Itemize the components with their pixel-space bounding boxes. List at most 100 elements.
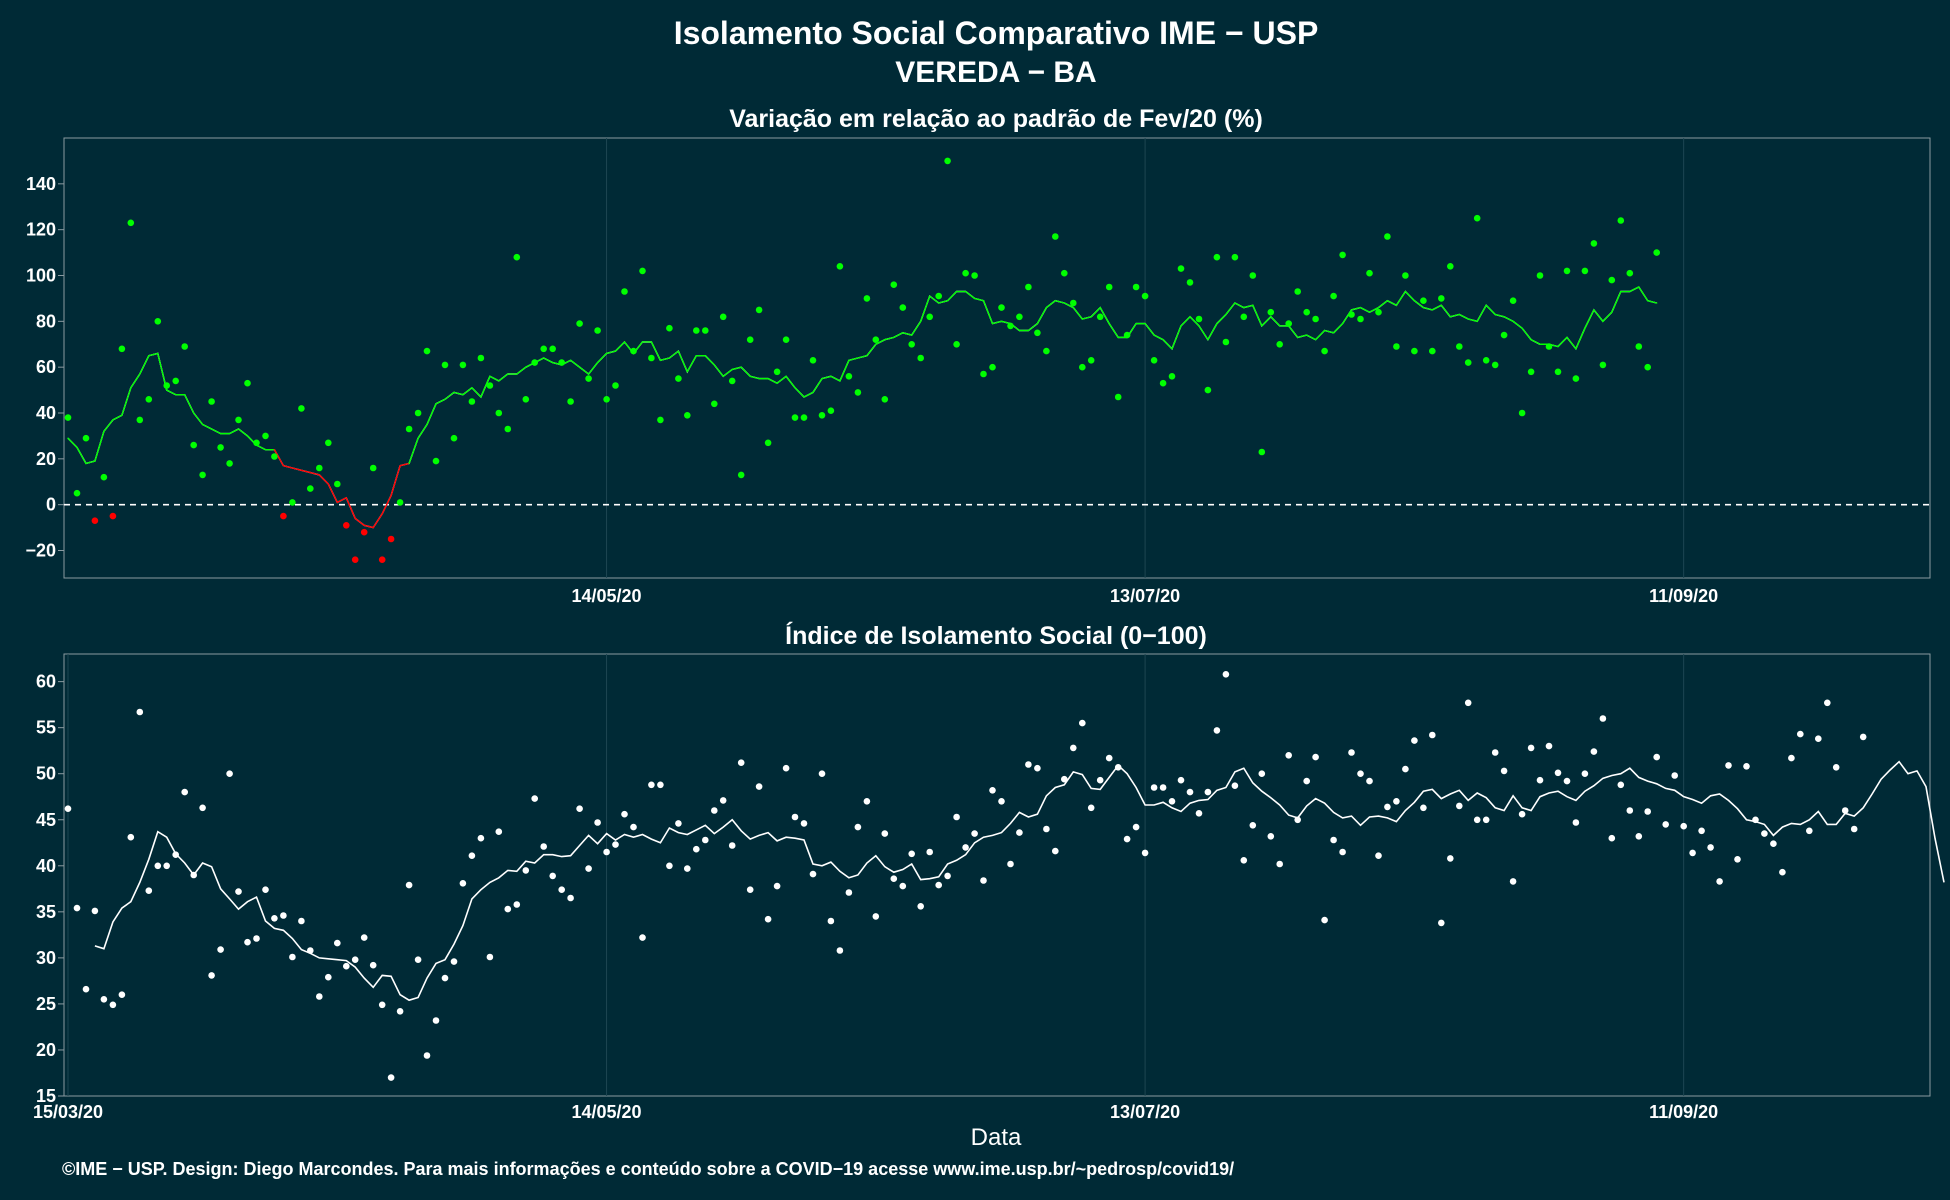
bottom-data-point bbox=[953, 813, 960, 821]
bottom-data-point bbox=[693, 845, 700, 853]
moving-average-segment bbox=[596, 352, 608, 364]
bottom-data-point bbox=[360, 934, 368, 941]
bottom-data-point bbox=[1096, 776, 1104, 784]
bottom-data-point bbox=[378, 1001, 386, 1009]
top-data-point bbox=[1114, 393, 1122, 401]
bottom-y-tick-label: 50 bbox=[36, 764, 56, 784]
top-panel-variation: 14/05/20 13/07/20 11/09/20 −20 0 20 40 60 80 100 1… bbox=[25, 137, 1931, 606]
top-data-point bbox=[1420, 297, 1427, 305]
moving-average-segment bbox=[453, 391, 464, 396]
moving-average-segment bbox=[273, 448, 285, 467]
bottom-data-point bbox=[217, 946, 224, 953]
bottom-data-point bbox=[1572, 819, 1580, 826]
top-data-point bbox=[1518, 409, 1526, 417]
bottom-data-point bbox=[881, 830, 889, 837]
bottom-data-point bbox=[1662, 821, 1669, 828]
moving-average-segment bbox=[1440, 304, 1451, 318]
moving-average-segment bbox=[1162, 338, 1173, 350]
moving-average-segment bbox=[327, 483, 338, 504]
moving-average-segment bbox=[605, 350, 617, 355]
top-data-point bbox=[1482, 357, 1490, 364]
x-axis-title: Data bbox=[971, 1124, 1022, 1151]
top-data-point bbox=[513, 253, 521, 261]
bottom-data-point bbox=[702, 836, 709, 844]
bottom-data-point bbox=[585, 865, 592, 872]
bottom-data-point bbox=[1464, 699, 1472, 707]
bottom-data-point bbox=[1491, 749, 1499, 756]
moving-average-segment bbox=[1090, 306, 1101, 318]
bottom-data-point bbox=[1231, 782, 1239, 789]
top-data-point bbox=[109, 512, 117, 520]
top-y-tick-label: 40 bbox=[36, 403, 56, 423]
moving-average-segment bbox=[130, 373, 141, 389]
bottom-data-point bbox=[657, 781, 664, 789]
top-data-point bbox=[1572, 375, 1580, 382]
bottom-data-point bbox=[1824, 699, 1831, 707]
bottom-data-point bbox=[127, 833, 135, 841]
top-data-point bbox=[612, 382, 619, 389]
moving-average-segment bbox=[516, 366, 527, 375]
top-data-point bbox=[1536, 272, 1544, 279]
bottom-data-point bbox=[1518, 810, 1526, 818]
bottom-data-point bbox=[253, 935, 260, 942]
moving-average-segment bbox=[1036, 306, 1048, 325]
bottom-data-point bbox=[1473, 816, 1481, 824]
top-data-point bbox=[1393, 343, 1400, 350]
top-data-point bbox=[136, 416, 144, 424]
top-data-point bbox=[558, 359, 565, 366]
bottom-y-tick-label: 40 bbox=[36, 856, 56, 876]
moving-average-segment bbox=[210, 428, 222, 435]
top-data-point bbox=[1204, 386, 1212, 394]
bottom-data-point bbox=[1357, 770, 1364, 777]
bottom-data-point bbox=[576, 805, 583, 812]
bottom-data-point bbox=[1123, 835, 1131, 843]
bottom-y-tick-label: 60 bbox=[36, 672, 56, 692]
top-data-point bbox=[782, 336, 790, 344]
bottom-data-point bbox=[1025, 761, 1032, 768]
chart-location-subtitle: VEREDA − BA bbox=[895, 56, 1096, 89]
moving-average-segment bbox=[85, 460, 96, 465]
bottom-data-point bbox=[468, 852, 476, 859]
top-data-point bbox=[208, 398, 215, 405]
bottom-data-point bbox=[136, 708, 144, 716]
moving-average-segment bbox=[1467, 318, 1478, 323]
moving-average-segment bbox=[1602, 311, 1613, 323]
moving-average-segment bbox=[1153, 334, 1164, 341]
top-data-point bbox=[1186, 279, 1194, 286]
top-data-point bbox=[1231, 253, 1239, 261]
top-data-point bbox=[253, 439, 260, 447]
top-data-point bbox=[199, 471, 206, 479]
top-data-point bbox=[1348, 311, 1355, 318]
moving-average-segment bbox=[1305, 334, 1317, 341]
top-y-tick-label: 0 bbox=[46, 495, 56, 515]
top-data-point bbox=[1402, 272, 1409, 279]
moving-average-segment bbox=[121, 387, 132, 416]
top-data-point bbox=[1438, 295, 1445, 302]
top-data-point bbox=[567, 398, 574, 405]
moving-average-segment bbox=[1288, 325, 1299, 339]
moving-average-segment bbox=[1243, 304, 1254, 309]
moving-average-segment bbox=[785, 375, 796, 389]
bottom-data-point bbox=[1249, 822, 1257, 829]
moving-average-segment bbox=[686, 355, 698, 373]
top-data-point bbox=[881, 396, 889, 403]
bottom-data-point bbox=[1761, 830, 1768, 837]
moving-average-segment bbox=[659, 357, 671, 361]
top-data-point bbox=[1653, 249, 1660, 256]
moving-average-segment bbox=[1234, 302, 1245, 309]
top-data-point bbox=[630, 347, 637, 355]
moving-average-segment bbox=[1252, 304, 1263, 327]
moving-average-segment bbox=[1368, 306, 1380, 313]
top-data-point bbox=[262, 432, 269, 440]
bottom-data-point bbox=[1034, 764, 1041, 772]
bottom-data-point bbox=[513, 901, 521, 908]
moving-average-segment bbox=[1512, 320, 1523, 329]
bottom-data-point bbox=[854, 823, 862, 831]
top-data-point bbox=[181, 343, 188, 350]
moving-average-segment bbox=[857, 355, 868, 359]
top-data-point bbox=[1635, 343, 1643, 350]
moving-average-segment bbox=[587, 361, 599, 375]
top-data-point bbox=[621, 288, 628, 295]
top-data-point bbox=[396, 499, 404, 506]
top-data-point bbox=[1016, 313, 1023, 321]
